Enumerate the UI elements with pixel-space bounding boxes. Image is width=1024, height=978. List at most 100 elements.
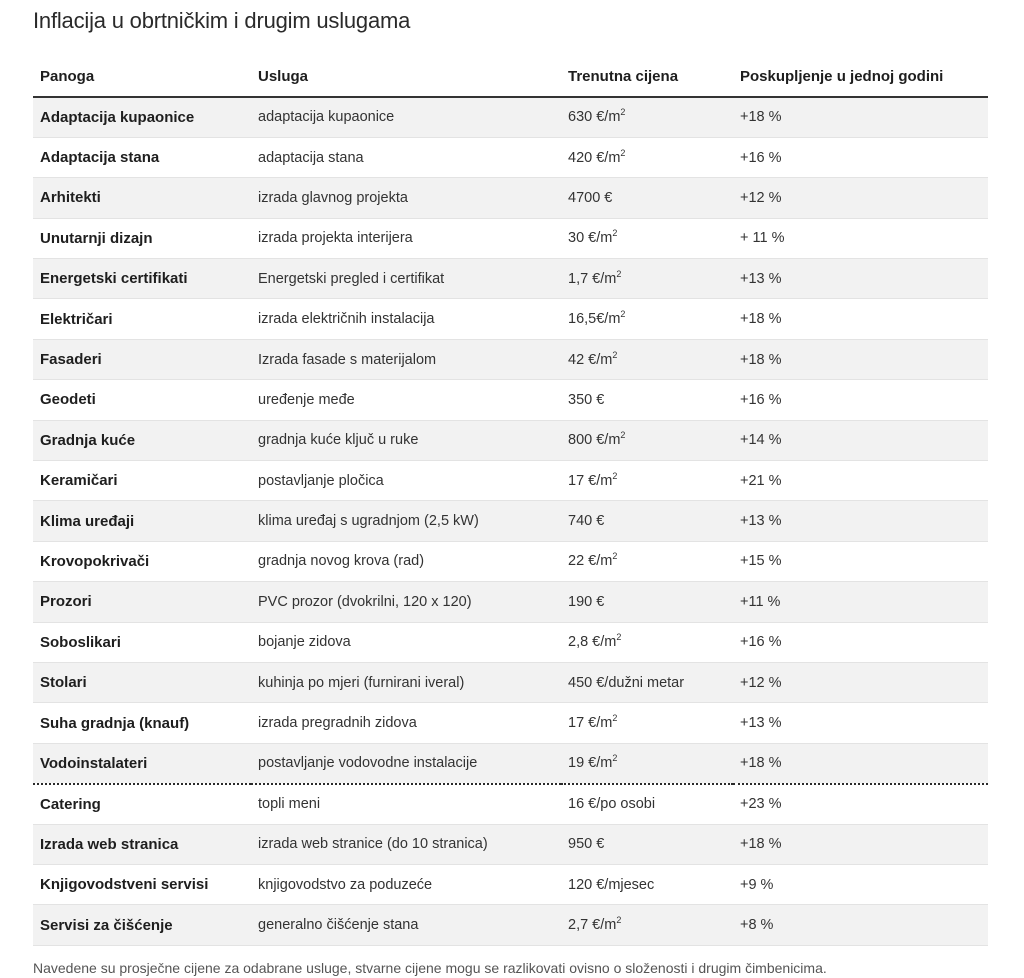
footnote: Navedene su prosječne cijene za odabrane… [33,960,827,976]
table-row: Knjigovodstveni servisi knjigovodstvo za … [33,864,988,906]
cell-change: +18 % [733,298,988,340]
cell-price: 2,8 €/m2 [561,622,733,663]
table-row: Krovopokrivači gradnja novog krova (rad) 2… [33,541,988,583]
cell-service: izrada električnih instalacija [251,298,561,340]
cell-price: 17 €/m2 [561,460,733,502]
price-value: 2,8 €/m [568,634,617,651]
table-row: Gradnja kuće gradnja kuće ključ u ruke 800… [33,420,988,462]
cell-service: adaptacija kupaonice [251,97,561,138]
table-row: Prozori PVC prozor (dvokrilni, 120 x 120)… [33,581,988,623]
cell-service: gradnja kuće ključ u ruke [251,420,561,462]
unit-exponent: 2 [612,753,618,764]
table-row: Servisi za čišćenje generalno čišćenje st… [33,904,988,946]
cell-service: knjigovodstvo za poduzeće [251,864,561,906]
cell-change: +16 % [733,379,988,421]
cell-change: + 11 % [733,218,988,260]
price-value: 1,7 €/m [568,270,617,287]
price-value: 2,7 €/m [568,917,617,933]
unit-exponent: 2 [620,430,626,441]
inflation-table: Panoga Usluga Trenutna cijena Poskupljen… [33,57,988,946]
cell-change: +14 % [733,420,988,462]
column-header-change: Poskupljenje u jednoj godini [733,57,988,98]
cell-service: generalno čišćenje stana [251,904,561,946]
cell-sector: Soboslikari [33,622,251,663]
table-row: Fasaderi Izrada fasade s materijalom 42 €/… [33,339,988,381]
cell-price: 17 €/m2 [561,702,733,744]
price-value: 630 €/m [568,109,621,126]
cell-service: Energetski pregled i certifikat [251,258,561,300]
column-header-price: Trenutna cijena [561,57,733,98]
cell-change: +12 % [733,177,988,219]
cell-sector: Izrada web stranica [33,824,251,865]
unit-exponent: 2 [620,309,626,320]
cell-change: +21 % [733,460,988,502]
cell-sector: Električari [33,298,251,340]
cell-price: 350 € [561,379,733,421]
cell-price: 450 €/dužni metar [561,662,733,704]
price-value: 16 €/po osobi [568,796,656,813]
unit-exponent: 2 [616,915,622,925]
cell-sector: Geodeti [33,379,251,421]
unit-exponent: 2 [612,349,618,360]
cell-change: +13 % [733,500,988,542]
cell-service: topli meni [251,783,561,825]
cell-service: izrada pregradnih zidova [251,702,561,744]
cell-change: +8 % [733,904,988,946]
cell-price: 22 €/m2 [561,541,733,583]
cell-price: 16,5€/m2 [561,298,733,340]
table-row: Catering topli meni 16 €/po osobi +23 % [33,783,988,825]
unit-exponent: 2 [612,551,618,562]
cell-service: izrada web stranice (do 10 stranica) [251,824,561,865]
cell-sector: Suha gradnja (knauf) [33,702,251,744]
cell-sector: Unutarnji dizajn [33,218,251,260]
price-value: 30 €/m [568,230,613,247]
cell-price: 19 €/m2 [561,743,733,785]
cell-change: +16 % [733,137,988,179]
cell-change: +18 % [733,339,988,381]
cell-sector: Gradnja kuće [33,420,251,462]
cell-service: Izrada fasade s materijalom [251,339,561,381]
table-row: Izrada web stranica izrada web stranice (… [33,824,988,865]
table-row: Adaptacija stana adaptacija stana 420 €/m2… [33,137,988,179]
cell-price: 950 € [561,824,733,865]
cell-service: PVC prozor (dvokrilni, 120 x 120) [251,581,561,623]
cell-service: postavljanje pločica [251,460,561,502]
cell-price: 16 €/po osobi [561,783,733,825]
cell-service: uređenje međe [251,379,561,421]
table-row: Stolari kuhinja po mjeri (furnirani ivera… [33,662,988,704]
price-value: 4700 € [568,189,613,206]
unit-exponent: 2 [612,228,618,239]
cell-change: +18 % [733,824,988,865]
cell-service: klima uređaj s ugradnjom (2,5 kW) [251,500,561,542]
cell-service: izrada projekta interijera [251,218,561,260]
cell-sector: Energetski certifikati [33,258,251,300]
cell-price: 190 € [561,581,733,623]
cell-change: +12 % [733,662,988,704]
cell-sector: Klima uređaji [33,500,251,542]
table-row: Adaptacija kupaonice adaptacija kupaonice… [33,97,988,138]
table-row: Unutarnji dizajn izrada projekta interije… [33,218,988,260]
price-value: 17 €/m [568,715,613,732]
cell-sector: Catering [33,783,251,825]
cell-change: +11 % [733,581,988,623]
cell-sector: Prozori [33,581,251,623]
cell-sector: Krovopokrivači [33,541,251,583]
cell-sector: Arhitekti [33,177,251,219]
cell-price: 1,7 €/m2 [561,258,733,300]
cell-change: +13 % [733,258,988,300]
table-row: Vodoinstalateri postavljanje vodovodne in… [33,743,988,785]
table-row: Geodeti uređenje međe 350 € +16 % [33,379,988,421]
price-value: 450 €/dužni metar [568,674,685,691]
price-value: 740 € [568,513,605,530]
price-value: 190 € [568,593,605,610]
cell-change: +16 % [733,622,988,663]
table-row: Energetski certifikati Energetski pregled… [33,258,988,300]
cell-price: 800 €/m2 [561,420,733,462]
unit-exponent: 2 [620,147,626,158]
unit-exponent: 2 [612,713,618,724]
cell-price: 420 €/m2 [561,137,733,179]
cell-price: 740 € [561,500,733,542]
price-value: 350 € [568,391,605,408]
table-body: Adaptacija kupaonice adaptacija kupaonice… [33,97,988,946]
cell-sector: Vodoinstalateri [33,743,251,785]
